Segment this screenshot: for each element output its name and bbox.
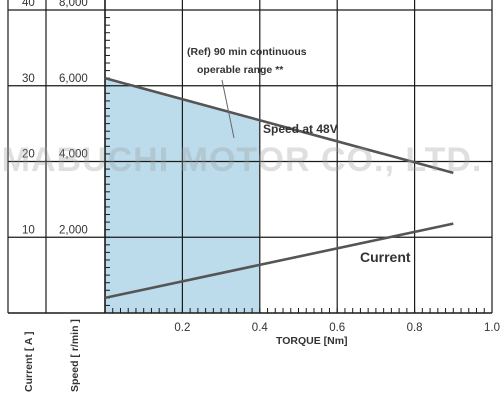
speed-tick-label: 8,000 [59,0,88,9]
x-tick-label: 0.4 [252,322,269,334]
x-tick-label: 0.8 [407,322,423,334]
speed-axis-title: Speed [ r/min ] [69,319,81,392]
current-tick-label: 40 [22,0,35,9]
speed-series-label: Speed at 48V [263,122,338,136]
current-series-label: Current [360,249,411,265]
shaded-region-note-line1: (Ref) 90 min continuous [187,46,307,58]
watermark-text: MABUCHI MOTOR CO., LTD. [2,141,483,179]
current-axis-title: Current [ A ] [23,332,35,392]
speed-tick-label: 6,000 [59,73,88,85]
shaded-region-note-line2: operable range ** [197,64,284,76]
speed-tick-label: 2,000 [59,224,88,236]
current-tick-label: 10 [22,224,35,236]
x-tick-label: 1.0 [484,322,500,334]
current-tick-label: 30 [22,73,35,85]
x-tick-label: 0.2 [174,322,190,334]
x-axis-title: TORQUE [Nm] [276,335,348,347]
x-tick-label: 0.6 [329,322,345,334]
